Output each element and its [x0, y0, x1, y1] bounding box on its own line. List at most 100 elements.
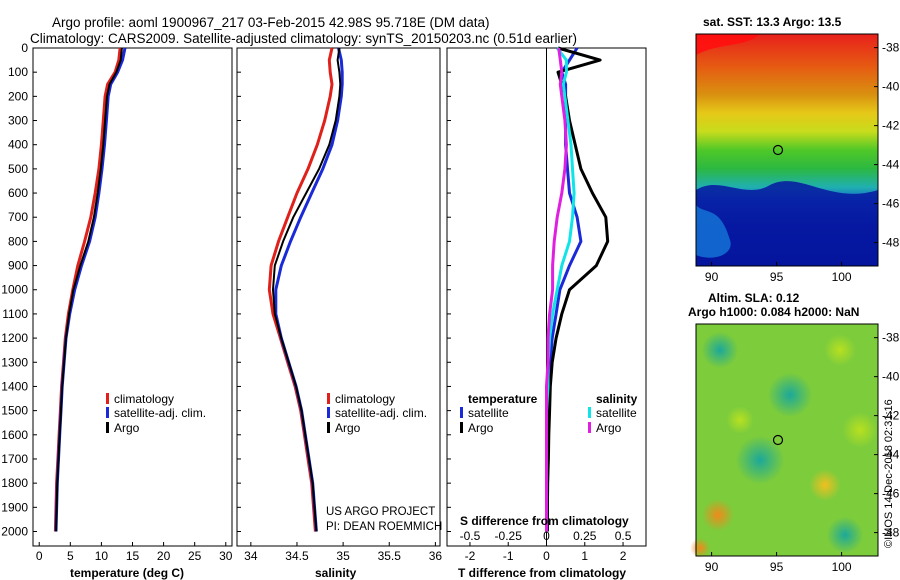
sst-warm-region	[696, 34, 760, 55]
sst-map-axes: -38 -40 -42 -44 -46 -48 90 95 100	[705, 41, 900, 284]
t-diff-tick-label: 1	[581, 549, 588, 563]
difference-plot: -2 -1 0 1 2 -0.5 -0.25 0 0.25 0.5	[460, 46, 632, 563]
t-diff-tick-label: 0	[543, 549, 550, 563]
legend-climatology-swatch	[106, 393, 109, 404]
lon-tick-label: 100	[832, 560, 852, 574]
title-line-2: Climatology: CARS2009. Satellite-adjuste…	[30, 31, 577, 46]
lon-tick-label: 95	[770, 270, 784, 284]
s-diff-tick-label: 0.25	[573, 529, 597, 543]
legend-t-satellite-swatch	[460, 407, 463, 418]
s-difference-label: S difference from climatology	[460, 514, 629, 528]
series-line-climatology	[53, 47, 122, 532]
lon-tick-label: 95	[770, 560, 784, 574]
legend-s-argo-swatch	[588, 422, 591, 433]
s-diff-tick-label: 0	[543, 529, 550, 543]
sla-map	[690, 323, 879, 558]
legend-t-satellite-label: satellite	[468, 406, 509, 420]
sla-map-title-2: Argo h1000: 0.084 h2000: NaN	[688, 305, 859, 319]
depth-tick-label: 2000	[1, 524, 28, 538]
legend-s-satellite-label: satellite	[596, 406, 637, 420]
sla-map-axes: -38 -40 -42 -44 -46 -48 90 95 100	[705, 331, 900, 574]
difference-xlabel: T difference from climatology	[458, 566, 626, 580]
credit-line-1: US ARGO PROJECT	[326, 506, 435, 518]
sla-eddy	[809, 469, 841, 501]
lat-tick-label: -44	[882, 448, 900, 462]
temperature-xlabel: temperature (deg C)	[70, 566, 184, 580]
legend-t-argo-swatch	[460, 422, 463, 433]
sst-profile-marker	[772, 144, 784, 156]
series-line-climatology	[267, 47, 334, 532]
depth-tick-label: 0	[21, 41, 28, 55]
legend-climatology-label: climatology	[114, 392, 174, 406]
salinity-plot: 34 34.5 35 35.5 36	[244, 47, 443, 563]
lon-tick-label: 90	[705, 270, 719, 284]
legend-t-argo-label: Argo	[468, 421, 494, 435]
lat-tick-label: -48	[882, 236, 900, 250]
depth-tick-label: 600	[8, 186, 28, 200]
sal-legend-argo-swatch	[327, 422, 330, 433]
lat-tick-label: -40	[882, 80, 900, 94]
salinity-legend: climatology satellite-adj. clim. Argo	[327, 392, 427, 435]
title-line-1: Argo profile: aoml 1900967_217 03-Feb-20…	[52, 15, 490, 30]
salinity-xlabel: salinity	[315, 566, 357, 580]
sal-legend-climatology-swatch	[327, 393, 330, 404]
s-diff-tick-label: -0.5	[460, 529, 481, 543]
temperature-tick-label: 5	[67, 549, 74, 563]
temperature-tick-label: 25	[188, 549, 202, 563]
legend-satellite-swatch	[106, 407, 109, 418]
series-line-argo	[272, 47, 342, 532]
temperature-panel	[32, 47, 233, 547]
lon-tick-label: 100	[832, 270, 852, 284]
depth-tick-label: 1800	[1, 476, 28, 490]
salinity-tick-label: 35	[336, 549, 350, 563]
sst-map-title: sat. SST: 13.3 Argo: 13.5	[703, 15, 842, 29]
depth-tick-label: 700	[8, 210, 28, 224]
lat-tick-label: -46	[882, 487, 900, 501]
sal-legend-argo-label: Argo	[335, 421, 361, 435]
lat-tick-label: -38	[882, 331, 900, 345]
legend-argo-label: Argo	[114, 421, 140, 435]
temperature-tick-label: 15	[126, 549, 140, 563]
t-diff-tick-label: -2	[465, 549, 476, 563]
sal-legend-climatology-label: climatology	[335, 392, 395, 406]
depth-tick-label: 1300	[1, 355, 28, 369]
depth-tick-label: 800	[8, 234, 28, 248]
sla-eddy	[768, 373, 812, 417]
sla-profile-marker	[772, 434, 784, 446]
sla-map-title-1: Altim. SLA: 0.12	[708, 291, 800, 305]
depth-tick-label: 1000	[1, 283, 28, 297]
imos-stamp: ©IMOS 14-Dec-2018 02:31:16	[883, 399, 895, 548]
lat-tick-label: -48	[882, 526, 900, 540]
sla-eddy	[702, 499, 734, 531]
sla-eddy	[726, 406, 754, 434]
lat-tick-label: -42	[882, 409, 900, 423]
legend-s-argo-label: Argo	[596, 421, 622, 435]
s-diff-tick-label: 0.5	[615, 529, 632, 543]
difference-legend: temperature satellite Argo salinity sate…	[460, 392, 638, 435]
temperature-tick-label: 30	[219, 549, 233, 563]
sla-map-frame	[695, 323, 879, 557]
salinity-tick-label: 36	[429, 549, 443, 563]
depth-tick-label: 1400	[1, 379, 28, 393]
depth-tick-label: 200	[8, 89, 28, 103]
depth-tick-label: 300	[8, 114, 28, 128]
depth-tick-label: 400	[8, 138, 28, 152]
depth-tick-label: 1900	[1, 500, 28, 514]
sst-map	[695, 33, 879, 267]
depth-tick-label: 100	[8, 65, 28, 79]
temperature-legend: climatology satellite-adj. clim. Argo	[106, 392, 206, 435]
temperature-plot: 0 5 10 15 20 25 30	[36, 47, 233, 563]
sla-eddy	[827, 517, 863, 553]
sla-eddy	[824, 334, 856, 366]
lat-tick-label: -46	[882, 197, 900, 211]
lat-tick-label: -44	[882, 158, 900, 172]
series-line-argo	[55, 47, 123, 532]
sst-map-frame	[695, 33, 879, 267]
sal-legend-satellite-swatch	[327, 407, 330, 418]
series-line-salinity-argo	[545, 47, 568, 532]
legend-satellite-label: satellite-adj. clim.	[114, 406, 206, 420]
sst-blue-eddy	[696, 205, 731, 258]
s-diff-tick-label: -0.25	[495, 529, 523, 543]
depth-tick-label: 500	[8, 162, 28, 176]
legend-argo-swatch	[106, 422, 109, 433]
